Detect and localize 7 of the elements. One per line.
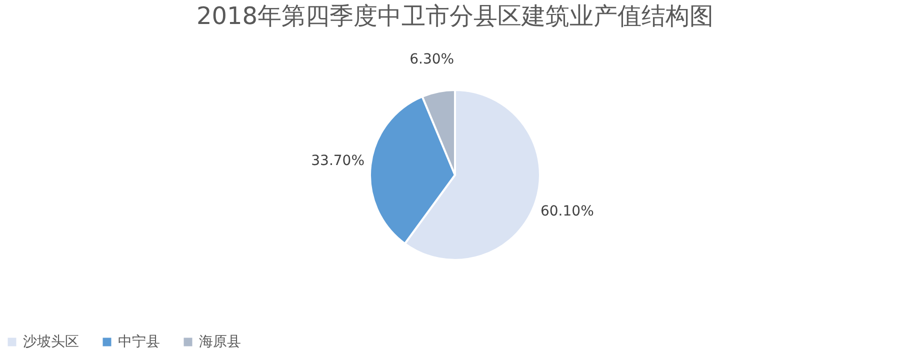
legend-label: 中宁县: [118, 334, 160, 350]
data-label: 60.10%: [540, 204, 594, 220]
data-label: 33.70%: [311, 153, 365, 170]
data-label: 6.30%: [410, 51, 454, 68]
chart-title: 2018年第四季度中卫市分县区建筑业产值结构图: [196, 2, 714, 30]
legend-label: 沙坡头区: [23, 334, 79, 350]
legend-label: 海原县: [199, 334, 241, 350]
